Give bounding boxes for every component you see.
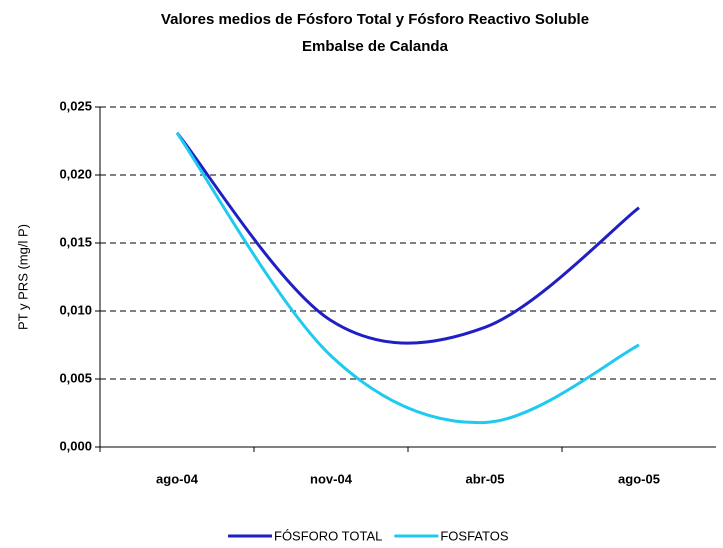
series-line	[175, 131, 640, 425]
y-tick-label: 0,010	[59, 302, 92, 317]
series-line	[175, 131, 640, 345]
y-axis-title: PT y PRS (mg/l P)	[15, 224, 30, 330]
y-tick-label: 0,020	[59, 166, 92, 181]
y-tick-label: 0,000	[59, 438, 92, 453]
x-tick-label: ago-04	[156, 471, 199, 486]
y-tick-label: 0,005	[59, 370, 92, 385]
chart-title: Valores medios de Fósforo Total y Fósfor…	[161, 11, 589, 28]
x-tick-label: abr-05	[465, 471, 504, 486]
chart-subtitle: Embalse de Calanda	[302, 38, 449, 55]
x-tick-label: nov-04	[310, 471, 353, 486]
legend-label: FOSFATOS	[440, 528, 508, 543]
y-tick-label: 0,025	[59, 98, 92, 113]
y-tick-label: 0,015	[59, 234, 92, 249]
x-tick-label: ago-05	[618, 471, 660, 486]
legend-label: FÓSFORO TOTAL	[274, 528, 382, 543]
